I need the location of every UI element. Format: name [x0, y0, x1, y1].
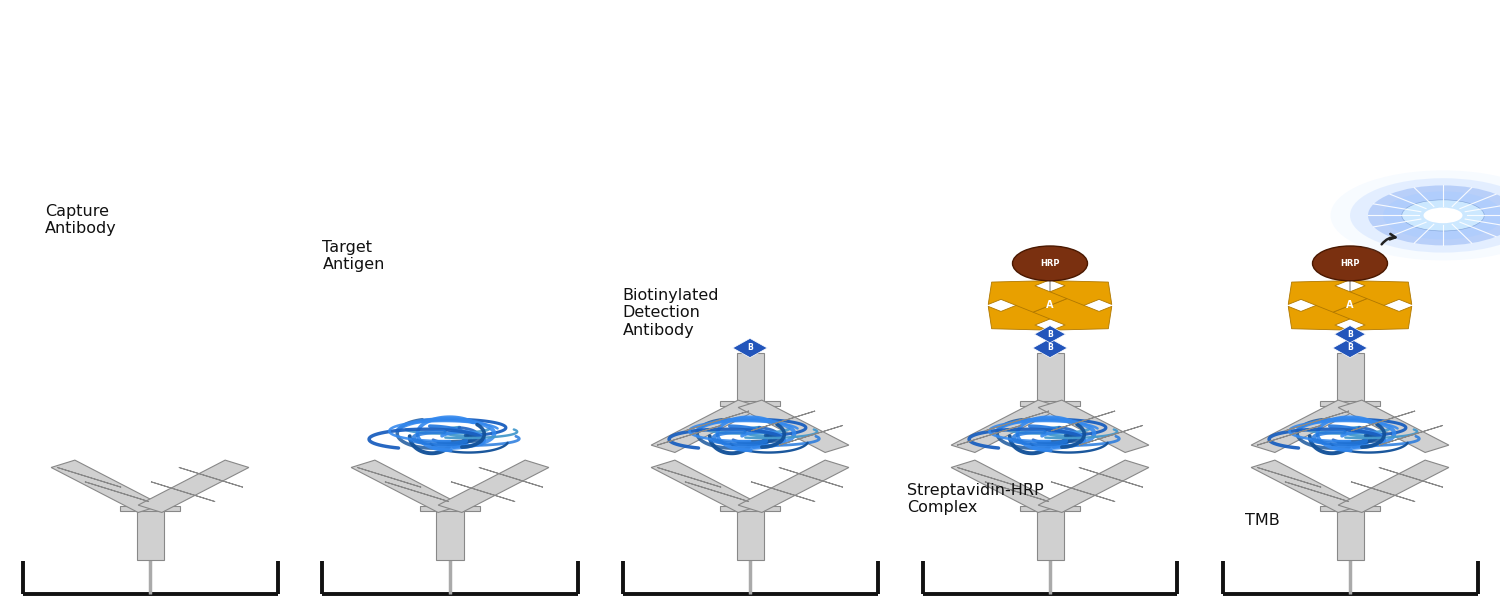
- Text: B: B: [1347, 329, 1353, 338]
- Polygon shape: [1036, 353, 1064, 404]
- Text: HRP: HRP: [1041, 259, 1059, 268]
- Polygon shape: [720, 506, 780, 511]
- Text: HRP: HRP: [1341, 259, 1359, 268]
- Polygon shape: [1035, 326, 1065, 343]
- Ellipse shape: [1312, 246, 1388, 281]
- Polygon shape: [420, 506, 480, 511]
- Polygon shape: [1336, 353, 1364, 404]
- Polygon shape: [136, 509, 164, 560]
- Polygon shape: [152, 482, 214, 502]
- Polygon shape: [651, 460, 762, 512]
- Circle shape: [1368, 185, 1500, 245]
- Polygon shape: [1320, 401, 1380, 406]
- Circle shape: [1330, 170, 1500, 260]
- Polygon shape: [951, 400, 1062, 452]
- Polygon shape: [1320, 506, 1380, 511]
- Polygon shape: [1038, 460, 1149, 512]
- Polygon shape: [120, 506, 180, 511]
- Polygon shape: [778, 467, 843, 487]
- Polygon shape: [657, 467, 722, 487]
- Circle shape: [1424, 208, 1462, 223]
- Polygon shape: [736, 509, 764, 560]
- Polygon shape: [1352, 411, 1414, 431]
- Polygon shape: [178, 467, 243, 487]
- Polygon shape: [1286, 482, 1348, 502]
- Polygon shape: [1288, 281, 1366, 312]
- Polygon shape: [1257, 425, 1322, 445]
- Polygon shape: [436, 509, 463, 560]
- Polygon shape: [86, 482, 148, 502]
- Circle shape: [1383, 191, 1500, 239]
- Polygon shape: [1034, 299, 1112, 330]
- Polygon shape: [1378, 467, 1443, 487]
- Polygon shape: [1020, 401, 1080, 406]
- Polygon shape: [1036, 509, 1064, 560]
- Polygon shape: [752, 411, 814, 431]
- Polygon shape: [986, 482, 1048, 502]
- Text: B: B: [1347, 343, 1353, 352]
- Text: A: A: [1047, 301, 1053, 310]
- Text: Target
Antigen: Target Antigen: [322, 240, 386, 272]
- Polygon shape: [351, 460, 462, 512]
- Polygon shape: [357, 467, 422, 487]
- Ellipse shape: [1401, 200, 1484, 231]
- Polygon shape: [951, 460, 1062, 512]
- Polygon shape: [957, 467, 1022, 487]
- Polygon shape: [986, 411, 1048, 431]
- Polygon shape: [478, 467, 543, 487]
- Polygon shape: [1032, 338, 1068, 358]
- Polygon shape: [1034, 281, 1112, 312]
- Polygon shape: [657, 425, 722, 445]
- Text: Biotinylated
Detection
Antibody: Biotinylated Detection Antibody: [622, 288, 718, 338]
- Polygon shape: [988, 299, 1066, 330]
- Text: TMB: TMB: [1245, 513, 1280, 528]
- Ellipse shape: [1013, 246, 1088, 281]
- Polygon shape: [1332, 338, 1368, 358]
- Polygon shape: [957, 425, 1022, 445]
- Polygon shape: [778, 425, 843, 445]
- Polygon shape: [452, 482, 514, 502]
- Polygon shape: [386, 482, 448, 502]
- Polygon shape: [1257, 467, 1322, 487]
- Text: Streptavidin-HRP
Complex: Streptavidin-HRP Complex: [908, 483, 1044, 515]
- Polygon shape: [57, 467, 122, 487]
- Polygon shape: [1020, 506, 1080, 511]
- Polygon shape: [752, 482, 814, 502]
- Text: Capture
Antibody: Capture Antibody: [45, 204, 117, 236]
- Polygon shape: [738, 460, 849, 512]
- Polygon shape: [1251, 400, 1362, 452]
- Polygon shape: [651, 400, 762, 452]
- Polygon shape: [138, 460, 249, 512]
- Polygon shape: [1352, 482, 1414, 502]
- Polygon shape: [736, 353, 764, 404]
- Polygon shape: [686, 411, 748, 431]
- Polygon shape: [1052, 411, 1114, 431]
- Polygon shape: [720, 401, 780, 406]
- Text: A: A: [1347, 301, 1353, 310]
- Text: B: B: [747, 343, 753, 352]
- Polygon shape: [1052, 482, 1114, 502]
- Polygon shape: [1335, 326, 1365, 343]
- Circle shape: [1350, 178, 1500, 253]
- Polygon shape: [51, 460, 162, 512]
- Polygon shape: [988, 281, 1066, 312]
- Polygon shape: [1334, 299, 1412, 330]
- Polygon shape: [1251, 460, 1362, 512]
- Text: B: B: [1047, 329, 1053, 338]
- Polygon shape: [1336, 509, 1364, 560]
- Polygon shape: [738, 400, 849, 452]
- Polygon shape: [1338, 460, 1449, 512]
- Text: B: B: [1047, 343, 1053, 352]
- Polygon shape: [1078, 425, 1143, 445]
- Polygon shape: [732, 338, 768, 358]
- Polygon shape: [1078, 467, 1143, 487]
- Polygon shape: [1338, 400, 1449, 452]
- Polygon shape: [438, 460, 549, 512]
- Polygon shape: [1378, 425, 1443, 445]
- Polygon shape: [1286, 411, 1348, 431]
- Polygon shape: [686, 482, 748, 502]
- Polygon shape: [1038, 400, 1149, 452]
- Polygon shape: [1334, 281, 1412, 312]
- Polygon shape: [1288, 299, 1366, 330]
